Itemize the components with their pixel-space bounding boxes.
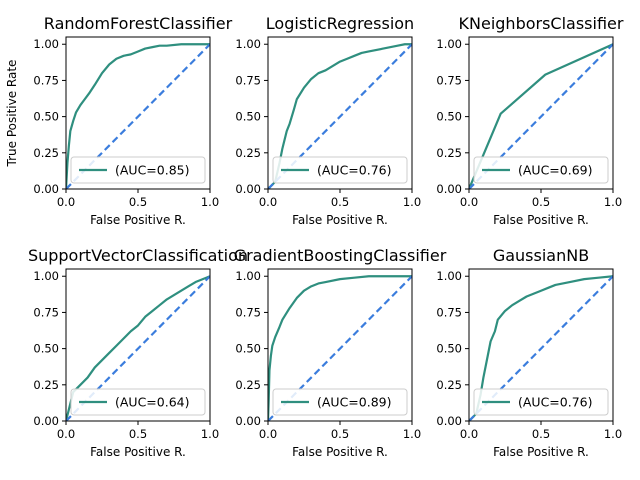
legend: (AUC=0.64) — [70, 388, 206, 416]
y-tick-label: 1.00 — [436, 269, 462, 283]
y-tick-label: 0.75 — [436, 73, 462, 87]
legend-label: (AUC=0.89) — [317, 395, 392, 410]
x-tick-label: 1.0 — [403, 427, 421, 441]
roc-panel-6: 0.0 0.5 1.0 0.00 0.25 0.50 0.75 1.00 GaussianNB F… — [436, 246, 622, 459]
x-axis-label: False Positive R. — [90, 213, 186, 227]
y-tick-label: 0.25 — [33, 378, 59, 392]
y-axis-label: True Positive Rate — [5, 60, 19, 168]
y-tick-label: 1.00 — [235, 37, 261, 51]
roc-panel-5: 0.0 0.5 1.0 0.00 0.25 0.50 0.75 1.00 GradientBoo… — [234, 246, 447, 459]
roc-curve-line — [268, 275, 412, 421]
chart-title: GradientBoostingClassifier — [234, 246, 447, 265]
x-axis-label: False Positive R. — [292, 213, 388, 227]
legend: (AUC=0.85) — [70, 156, 206, 184]
y-tick-label: 0.00 — [33, 182, 59, 196]
x-axis-label: False Positive R. — [493, 213, 589, 227]
roc-panel-3: 0.0 0.5 1.0 0.00 0.25 0.50 0.75 1.00 KNeighborsC… — [436, 14, 624, 227]
legend-label: (AUC=0.85) — [115, 163, 190, 178]
roc-curve-line — [268, 43, 412, 189]
x-tick-label: 0.5 — [331, 427, 349, 441]
y-tick-label: 1.00 — [235, 269, 261, 283]
y-tick-label: 0.75 — [436, 305, 462, 319]
legend-box — [70, 156, 206, 184]
x-tick-label: 0.5 — [129, 195, 147, 209]
y-tick-label: 0.50 — [235, 110, 261, 124]
y-tick-label: 0.00 — [436, 182, 462, 196]
x-tick-label: 0.0 — [259, 195, 277, 209]
x-tick-label: 0.0 — [259, 427, 277, 441]
legend: (AUC=0.69) — [473, 156, 609, 184]
legend-box — [272, 388, 408, 416]
y-tick-label: 0.50 — [436, 342, 462, 356]
y-tick-label: 0.00 — [436, 414, 462, 428]
y-tick-label: 1.00 — [33, 269, 59, 283]
y-tick-label: 0.75 — [33, 73, 59, 87]
y-tick-label: 0.25 — [436, 146, 462, 160]
roc-curve-line — [66, 275, 210, 421]
y-tick-label: 0.50 — [33, 110, 59, 124]
y-tick-label: 0.25 — [235, 146, 261, 160]
roc-panel-1: 0.0 0.5 1.0 0.00 0.25 0.50 0.75 1.00 RandomFores… — [5, 14, 233, 227]
y-tick-label: 0.25 — [235, 378, 261, 392]
roc-curve-line — [469, 43, 613, 189]
roc-curve-line — [66, 43, 210, 189]
legend-box — [272, 156, 408, 184]
legend-label: (AUC=0.69) — [518, 163, 593, 178]
x-tick-label: 1.0 — [403, 195, 421, 209]
x-axis-label: False Positive R. — [493, 445, 589, 459]
roc-panel-4: 0.0 0.5 1.0 0.00 0.25 0.50 0.75 1.00 SupportVect… — [28, 246, 248, 459]
y-tick-label: 0.00 — [235, 414, 261, 428]
x-tick-label: 1.0 — [201, 195, 219, 209]
chart-title: LogisticRegression — [266, 14, 414, 33]
legend-box — [473, 156, 609, 184]
legend-label: (AUC=0.64) — [115, 395, 190, 410]
x-tick-label: 0.0 — [460, 427, 478, 441]
chart-title: KNeighborsClassifier — [459, 14, 624, 33]
legend-box — [473, 388, 609, 416]
x-tick-label: 0.5 — [129, 427, 147, 441]
y-tick-label: 0.75 — [33, 305, 59, 319]
legend: (AUC=0.76) — [473, 388, 609, 416]
legend: (AUC=0.89) — [272, 388, 408, 416]
x-tick-label: 0.0 — [460, 195, 478, 209]
roc-panel-2: 0.0 0.5 1.0 0.00 0.25 0.50 0.75 1.00 LogisticReg… — [235, 14, 421, 227]
x-tick-label: 0.0 — [57, 195, 75, 209]
y-tick-label: 1.00 — [33, 37, 59, 51]
legend-box — [70, 388, 206, 416]
legend: (AUC=0.76) — [272, 156, 408, 184]
y-tick-label: 0.75 — [235, 305, 261, 319]
chart-title: RandomForestClassifier — [44, 14, 233, 33]
x-tick-label: 0.5 — [532, 427, 550, 441]
y-tick-label: 1.00 — [436, 37, 462, 51]
y-tick-label: 0.50 — [33, 342, 59, 356]
x-tick-label: 0.0 — [57, 427, 75, 441]
legend-label: (AUC=0.76) — [317, 163, 392, 178]
roc-curve-line — [469, 275, 613, 421]
y-tick-label: 0.00 — [33, 414, 59, 428]
x-tick-label: 0.5 — [331, 195, 349, 209]
x-tick-label: 1.0 — [201, 427, 219, 441]
x-tick-label: 1.0 — [604, 195, 622, 209]
y-tick-label: 0.50 — [235, 342, 261, 356]
legend-label: (AUC=0.76) — [518, 395, 593, 410]
x-axis-label: False Positive R. — [292, 445, 388, 459]
x-tick-label: 0.5 — [532, 195, 550, 209]
y-tick-label: 0.25 — [436, 378, 462, 392]
y-tick-label: 0.25 — [33, 146, 59, 160]
y-tick-label: 0.00 — [235, 182, 261, 196]
y-tick-label: 0.50 — [436, 110, 462, 124]
x-axis-label: False Positive R. — [90, 445, 186, 459]
x-tick-label: 1.0 — [604, 427, 622, 441]
chart-title: SupportVectorClassification — [28, 246, 248, 265]
y-tick-label: 0.75 — [235, 73, 261, 87]
chart-title: GaussianNB — [493, 246, 589, 265]
